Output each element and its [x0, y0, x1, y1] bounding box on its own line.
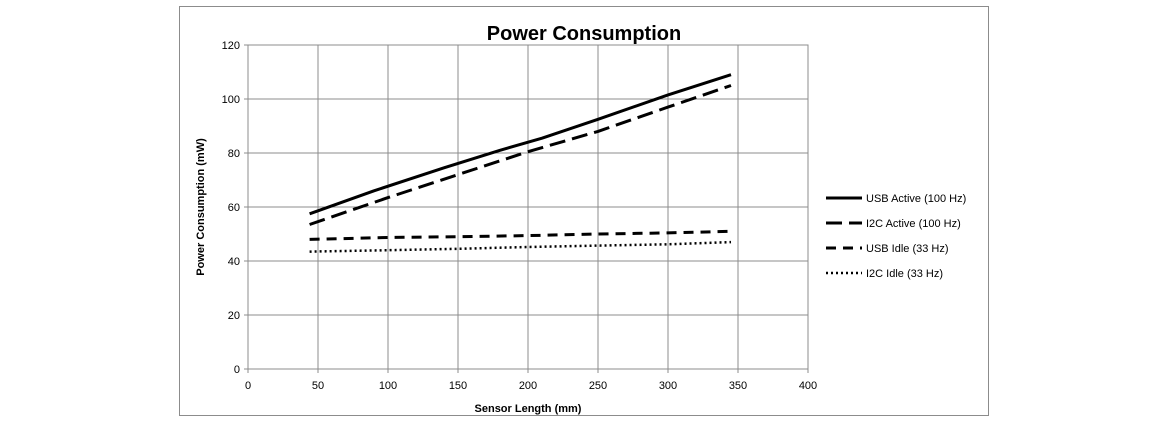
x-tick-label: 0	[245, 380, 251, 392]
x-axis-title: Sensor Length (mm)	[475, 403, 582, 415]
y-axis-ticks: 0 20 40 60 80 100 120	[222, 40, 248, 376]
legend-label: I2C Active (100 Hz)	[866, 218, 961, 230]
y-tick-label: 20	[228, 310, 240, 322]
y-tick-label: 100	[222, 94, 240, 106]
legend-label: USB Active (100 Hz)	[866, 193, 966, 205]
x-tick-label: 400	[799, 380, 817, 392]
y-axis-title: Power Consumption (mW)	[195, 138, 207, 276]
legend: USB Active (100 Hz) I2C Active (100 Hz) US…	[826, 193, 966, 280]
legend-label: USB Idle (33 Hz)	[866, 243, 949, 255]
x-tick-label: 350	[729, 380, 747, 392]
series-lines	[309, 73, 732, 253]
series-line-1	[309, 73, 732, 216]
series-line-3	[309, 229, 732, 241]
chart-title: Power Consumption	[487, 23, 681, 45]
chart-frame: Power Consumption 0 20 40 60 80 100 120 0 50 100…	[179, 6, 989, 416]
x-tick-label: 50	[312, 380, 324, 392]
x-tick-label: 200	[519, 380, 537, 392]
y-tick-label: 120	[222, 40, 240, 52]
x-tick-label: 100	[379, 380, 397, 392]
y-tick-label: 0	[234, 364, 240, 376]
x-tick-label: 250	[589, 380, 607, 392]
y-tick-label: 60	[228, 202, 240, 214]
power-consumption-chart: Power Consumption 0 20 40 60 80 100 120 0 50 100…	[195, 23, 966, 415]
y-tick-label: 40	[228, 256, 240, 268]
x-axis-ticks: 0 50 100 150 200 250 300 350 400	[245, 369, 817, 392]
series-line-2	[309, 84, 732, 226]
legend-label: I2C Idle (33 Hz)	[866, 268, 943, 280]
y-tick-label: 80	[228, 148, 240, 160]
x-tick-label: 300	[659, 380, 677, 392]
x-tick-label: 150	[449, 380, 467, 392]
